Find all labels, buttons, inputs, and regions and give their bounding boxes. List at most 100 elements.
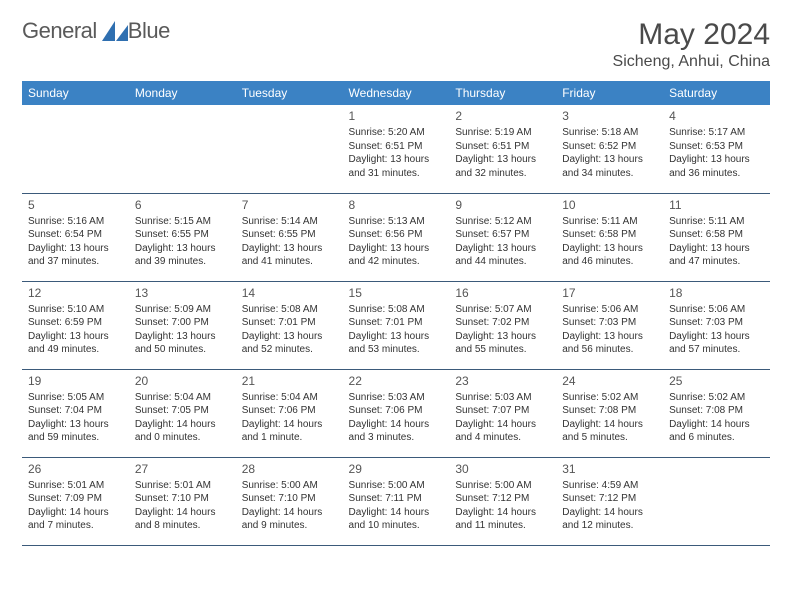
sunset-line: Sunset: 7:07 PM bbox=[455, 404, 550, 418]
day-number: 6 bbox=[135, 197, 230, 213]
calendar-table: SundayMondayTuesdayWednesdayThursdayFrid… bbox=[22, 81, 770, 546]
daylight-line: and 1 minute. bbox=[242, 431, 337, 445]
daylight-line: and 3 minutes. bbox=[349, 431, 444, 445]
day-number: 28 bbox=[242, 461, 337, 477]
calendar-day-cell: 13Sunrise: 5:09 AMSunset: 7:00 PMDayligh… bbox=[129, 281, 236, 369]
sunset-line: Sunset: 7:02 PM bbox=[455, 316, 550, 330]
sunset-line: Sunset: 6:55 PM bbox=[135, 228, 230, 242]
calendar-day-cell: 16Sunrise: 5:07 AMSunset: 7:02 PMDayligh… bbox=[449, 281, 556, 369]
page-header: General Blue May 2024 Sicheng, Anhui, Ch… bbox=[22, 18, 770, 71]
daylight-line: Daylight: 13 hours bbox=[455, 330, 550, 344]
calendar-day-cell: 3Sunrise: 5:18 AMSunset: 6:52 PMDaylight… bbox=[556, 105, 663, 193]
daylight-line: Daylight: 14 hours bbox=[455, 418, 550, 432]
sunset-line: Sunset: 7:11 PM bbox=[349, 492, 444, 506]
brand-text-b: Blue bbox=[128, 18, 170, 44]
calendar-day-cell: 7Sunrise: 5:14 AMSunset: 6:55 PMDaylight… bbox=[236, 193, 343, 281]
day-number: 18 bbox=[669, 285, 764, 301]
sunset-line: Sunset: 7:10 PM bbox=[242, 492, 337, 506]
sunset-line: Sunset: 6:53 PM bbox=[669, 140, 764, 154]
day-number: 23 bbox=[455, 373, 550, 389]
day-number: 29 bbox=[349, 461, 444, 477]
daylight-line: and 7 minutes. bbox=[28, 519, 123, 533]
daylight-line: and 36 minutes. bbox=[669, 167, 764, 181]
day-number: 26 bbox=[28, 461, 123, 477]
daylight-line: Daylight: 13 hours bbox=[669, 330, 764, 344]
day-number: 30 bbox=[455, 461, 550, 477]
calendar-empty-cell bbox=[236, 105, 343, 193]
sunrise-line: Sunrise: 5:18 AM bbox=[562, 126, 657, 140]
calendar-body: 1Sunrise: 5:20 AMSunset: 6:51 PMDaylight… bbox=[22, 105, 770, 545]
sunset-line: Sunset: 7:06 PM bbox=[349, 404, 444, 418]
daylight-line: and 46 minutes. bbox=[562, 255, 657, 269]
daylight-line: and 37 minutes. bbox=[28, 255, 123, 269]
calendar-page: General Blue May 2024 Sicheng, Anhui, Ch… bbox=[0, 0, 792, 546]
sunset-line: Sunset: 7:08 PM bbox=[562, 404, 657, 418]
day-number: 17 bbox=[562, 285, 657, 301]
daylight-line: and 6 minutes. bbox=[669, 431, 764, 445]
sunrise-line: Sunrise: 5:00 AM bbox=[349, 479, 444, 493]
daylight-line: and 5 minutes. bbox=[562, 431, 657, 445]
sunrise-line: Sunrise: 5:02 AM bbox=[562, 391, 657, 405]
sail-icon bbox=[102, 21, 128, 41]
sunset-line: Sunset: 6:55 PM bbox=[242, 228, 337, 242]
calendar-day-cell: 5Sunrise: 5:16 AMSunset: 6:54 PMDaylight… bbox=[22, 193, 129, 281]
daylight-line: and 56 minutes. bbox=[562, 343, 657, 357]
sunrise-line: Sunrise: 5:07 AM bbox=[455, 303, 550, 317]
daylight-line: and 55 minutes. bbox=[455, 343, 550, 357]
sunrise-line: Sunrise: 4:59 AM bbox=[562, 479, 657, 493]
sunset-line: Sunset: 6:56 PM bbox=[349, 228, 444, 242]
daylight-line: Daylight: 13 hours bbox=[669, 242, 764, 256]
calendar-day-cell: 24Sunrise: 5:02 AMSunset: 7:08 PMDayligh… bbox=[556, 369, 663, 457]
sunrise-line: Sunrise: 5:01 AM bbox=[28, 479, 123, 493]
calendar-head: SundayMondayTuesdayWednesdayThursdayFrid… bbox=[22, 81, 770, 105]
brand-text-a: General bbox=[22, 18, 97, 44]
sunset-line: Sunset: 6:51 PM bbox=[455, 140, 550, 154]
sunrise-line: Sunrise: 5:05 AM bbox=[28, 391, 123, 405]
sunrise-line: Sunrise: 5:04 AM bbox=[135, 391, 230, 405]
daylight-line: and 59 minutes. bbox=[28, 431, 123, 445]
weekday-header: Friday bbox=[556, 81, 663, 105]
daylight-line: Daylight: 13 hours bbox=[349, 330, 444, 344]
daylight-line: and 44 minutes. bbox=[455, 255, 550, 269]
day-number: 1 bbox=[349, 108, 444, 124]
calendar-day-cell: 21Sunrise: 5:04 AMSunset: 7:06 PMDayligh… bbox=[236, 369, 343, 457]
calendar-day-cell: 6Sunrise: 5:15 AMSunset: 6:55 PMDaylight… bbox=[129, 193, 236, 281]
sunset-line: Sunset: 7:08 PM bbox=[669, 404, 764, 418]
weekday-header: Wednesday bbox=[343, 81, 450, 105]
day-number: 7 bbox=[242, 197, 337, 213]
day-number: 20 bbox=[135, 373, 230, 389]
daylight-line: and 4 minutes. bbox=[455, 431, 550, 445]
daylight-line: Daylight: 13 hours bbox=[28, 242, 123, 256]
calendar-day-cell: 10Sunrise: 5:11 AMSunset: 6:58 PMDayligh… bbox=[556, 193, 663, 281]
sunrise-line: Sunrise: 5:01 AM bbox=[135, 479, 230, 493]
daylight-line: Daylight: 14 hours bbox=[349, 418, 444, 432]
daylight-line: Daylight: 13 hours bbox=[135, 330, 230, 344]
calendar-week-row: 5Sunrise: 5:16 AMSunset: 6:54 PMDaylight… bbox=[22, 193, 770, 281]
calendar-empty-cell bbox=[663, 457, 770, 545]
sunrise-line: Sunrise: 5:03 AM bbox=[349, 391, 444, 405]
day-number: 21 bbox=[242, 373, 337, 389]
day-number: 22 bbox=[349, 373, 444, 389]
weekday-header: Monday bbox=[129, 81, 236, 105]
calendar-empty-cell bbox=[129, 105, 236, 193]
day-number: 11 bbox=[669, 197, 764, 213]
weekday-row: SundayMondayTuesdayWednesdayThursdayFrid… bbox=[22, 81, 770, 105]
sunrise-line: Sunrise: 5:16 AM bbox=[28, 215, 123, 229]
daylight-line: Daylight: 14 hours bbox=[242, 418, 337, 432]
calendar-day-cell: 25Sunrise: 5:02 AMSunset: 7:08 PMDayligh… bbox=[663, 369, 770, 457]
day-number: 5 bbox=[28, 197, 123, 213]
sunrise-line: Sunrise: 5:11 AM bbox=[669, 215, 764, 229]
calendar-day-cell: 12Sunrise: 5:10 AMSunset: 6:59 PMDayligh… bbox=[22, 281, 129, 369]
calendar-week-row: 12Sunrise: 5:10 AMSunset: 6:59 PMDayligh… bbox=[22, 281, 770, 369]
daylight-line: and 47 minutes. bbox=[669, 255, 764, 269]
daylight-line: and 53 minutes. bbox=[349, 343, 444, 357]
sunset-line: Sunset: 7:03 PM bbox=[669, 316, 764, 330]
day-number: 25 bbox=[669, 373, 764, 389]
sunset-line: Sunset: 6:58 PM bbox=[669, 228, 764, 242]
calendar-day-cell: 14Sunrise: 5:08 AMSunset: 7:01 PMDayligh… bbox=[236, 281, 343, 369]
daylight-line: Daylight: 13 hours bbox=[28, 418, 123, 432]
daylight-line: and 52 minutes. bbox=[242, 343, 337, 357]
sunset-line: Sunset: 7:12 PM bbox=[455, 492, 550, 506]
daylight-line: and 12 minutes. bbox=[562, 519, 657, 533]
sunset-line: Sunset: 7:09 PM bbox=[28, 492, 123, 506]
